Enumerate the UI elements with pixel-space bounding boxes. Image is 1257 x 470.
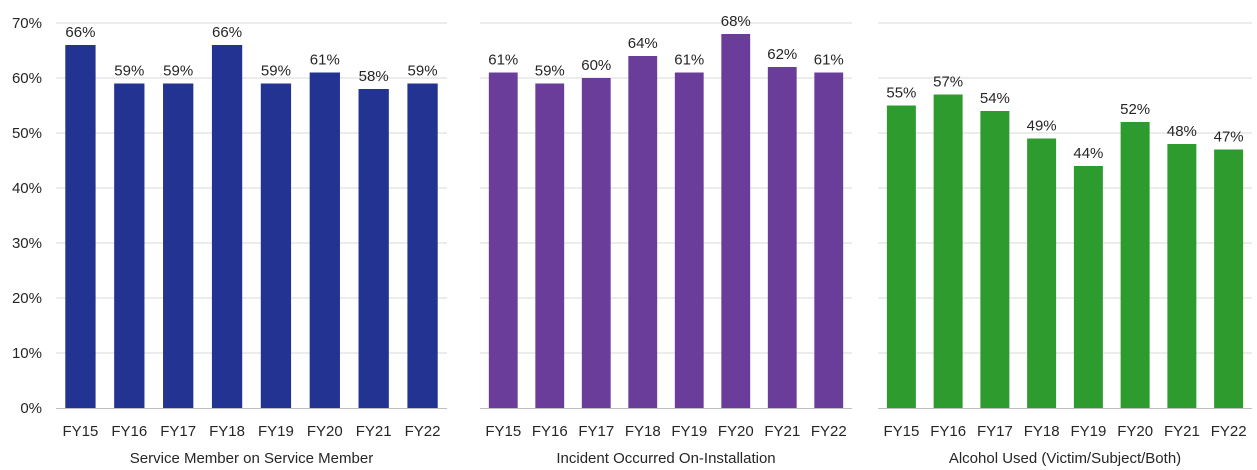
data-label: 68% — [721, 13, 751, 30]
data-label: 61% — [488, 52, 518, 69]
bar-fy20 — [309, 72, 340, 408]
x-axis-title: Incident Occurred On-Installation — [556, 450, 775, 467]
x-tick-label: FY18 — [625, 423, 661, 440]
data-label: 59% — [163, 63, 193, 80]
y-tick-label: 30% — [12, 235, 42, 252]
x-tick-label: FY19 — [1070, 423, 1106, 440]
bar-fy21 — [767, 67, 797, 408]
y-tick-label: 70% — [12, 15, 42, 32]
data-label: 44% — [1073, 145, 1103, 162]
x-tick-label: FY17 — [578, 423, 614, 440]
x-tick-label: FY16 — [930, 423, 966, 440]
x-tick-label: FY22 — [811, 423, 847, 440]
data-label: 59% — [261, 63, 291, 80]
data-label: 49% — [1027, 118, 1057, 135]
x-tick-label: FY15 — [63, 423, 99, 440]
data-label: 61% — [814, 52, 844, 69]
x-tick-label: FY15 — [485, 423, 521, 440]
bar-fy22 — [407, 83, 438, 408]
bar-fy21 — [1167, 144, 1197, 408]
data-label: 66% — [65, 24, 95, 41]
chart-on-installation: 61% FY15 59% FY16 60% FY17 64% FY18 61% FY19 68% FY… — [480, 13, 852, 467]
data-label: 48% — [1167, 123, 1197, 140]
x-tick-label: FY19 — [671, 423, 707, 440]
data-label: 60% — [581, 57, 611, 74]
data-label: 59% — [408, 63, 438, 80]
bar-fy18 — [1027, 138, 1057, 408]
y-tick-label: 10% — [12, 345, 42, 362]
x-tick-label: FY20 — [307, 423, 343, 440]
data-label: 62% — [767, 46, 797, 63]
data-label: 57% — [933, 74, 963, 91]
bar-fy19 — [260, 83, 292, 408]
data-label: 61% — [674, 52, 704, 69]
bar-fy18 — [211, 45, 243, 408]
bar-fy16 — [535, 83, 565, 408]
x-axis-title: Alcohol Used (Victim/Subject/Both) — [949, 450, 1181, 467]
bar-fy22 — [814, 72, 844, 408]
y-tick-label: 60% — [12, 70, 42, 87]
data-label: 59% — [114, 63, 144, 80]
x-tick-label: FY17 — [977, 423, 1013, 440]
y-tick-label: 50% — [12, 125, 42, 142]
bar-fy19 — [674, 72, 704, 408]
x-tick-label: FY19 — [258, 423, 294, 440]
x-tick-label: FY21 — [764, 423, 800, 440]
x-tick-label: FY22 — [1211, 423, 1247, 440]
bar-fy16 — [933, 94, 963, 408]
bar-fy17 — [980, 111, 1010, 408]
x-tick-label: FY16 — [111, 423, 147, 440]
bar-fy18 — [628, 56, 658, 408]
x-tick-label: FY21 — [1164, 423, 1200, 440]
data-label: 52% — [1120, 101, 1150, 118]
data-label: 58% — [359, 68, 389, 85]
bar-fy21 — [358, 89, 389, 408]
data-label: 61% — [310, 52, 340, 69]
bar-fy20 — [721, 34, 751, 408]
bar-fy15 — [488, 72, 518, 408]
data-label: 59% — [535, 63, 565, 80]
bar-fy20 — [1120, 122, 1150, 408]
data-label: 55% — [886, 85, 916, 102]
bar-fy15 — [65, 45, 96, 408]
chart-service-member: 0% 10% 20% 30% 40% 50% 60% 70% 66% FY15 59% FY16 59%… — [12, 15, 447, 467]
x-tick-label: FY22 — [405, 423, 441, 440]
x-tick-label: FY17 — [160, 423, 196, 440]
bar-fy19 — [1073, 166, 1103, 408]
x-tick-label: FY20 — [718, 423, 754, 440]
x-tick-label: FY15 — [883, 423, 919, 440]
x-tick-label: FY18 — [1024, 423, 1060, 440]
y-tick-label: 0% — [20, 400, 42, 417]
x-tick-label: FY16 — [532, 423, 568, 440]
bar-fy22 — [1214, 149, 1244, 408]
bar-fy15 — [886, 105, 916, 408]
data-label: 64% — [628, 35, 658, 52]
y-tick-label: 20% — [12, 290, 42, 307]
data-label: 47% — [1214, 129, 1244, 146]
x-tick-label: FY20 — [1117, 423, 1153, 440]
chart-alcohol-used: 55% FY15 57% FY16 54% FY17 49% FY18 44% FY19 52% FY… — [878, 22, 1252, 467]
x-axis-title: Service Member on Service Member — [130, 450, 373, 467]
y-tick-label: 40% — [12, 180, 42, 197]
bar-fy16 — [114, 83, 145, 408]
x-tick-label: FY18 — [209, 423, 245, 440]
x-tick-label: FY21 — [356, 423, 392, 440]
bar-fy17 — [581, 78, 611, 408]
bar-fy17 — [163, 83, 194, 408]
data-label: 54% — [980, 90, 1010, 107]
data-label: 66% — [212, 24, 242, 41]
